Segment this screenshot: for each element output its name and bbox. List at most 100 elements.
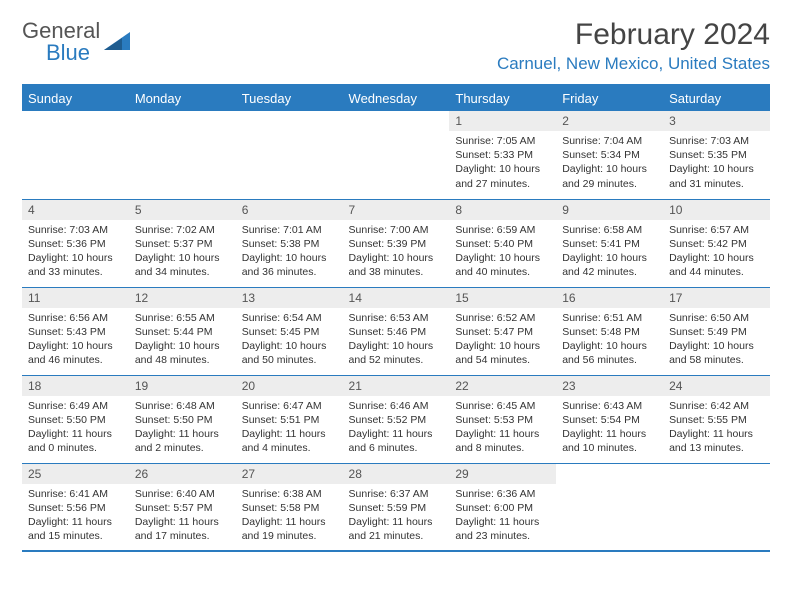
day-details: Sunrise: 6:41 AMSunset: 5:56 PMDaylight:…: [22, 484, 129, 548]
calendar-cell: 27Sunrise: 6:38 AMSunset: 5:58 PMDayligh…: [236, 463, 343, 551]
calendar-cell: 7Sunrise: 7:00 AMSunset: 5:39 PMDaylight…: [343, 199, 450, 287]
day-number: 9: [556, 200, 663, 220]
day-details: Sunrise: 6:48 AMSunset: 5:50 PMDaylight:…: [129, 396, 236, 460]
day-details: Sunrise: 6:57 AMSunset: 5:42 PMDaylight:…: [663, 220, 770, 284]
calendar-cell: [236, 111, 343, 199]
page-title: February 2024: [497, 18, 770, 52]
calendar-cell: 26Sunrise: 6:40 AMSunset: 5:57 PMDayligh…: [129, 463, 236, 551]
day-number: 6: [236, 200, 343, 220]
calendar-table: SundayMondayTuesdayWednesdayThursdayFrid…: [22, 84, 770, 552]
calendar-cell: 17Sunrise: 6:50 AMSunset: 5:49 PMDayligh…: [663, 287, 770, 375]
calendar-cell: 23Sunrise: 6:43 AMSunset: 5:54 PMDayligh…: [556, 375, 663, 463]
weekday-header: Sunday: [22, 85, 129, 111]
day-details: Sunrise: 6:56 AMSunset: 5:43 PMDaylight:…: [22, 308, 129, 372]
calendar-cell: 25Sunrise: 6:41 AMSunset: 5:56 PMDayligh…: [22, 463, 129, 551]
day-details: Sunrise: 7:02 AMSunset: 5:37 PMDaylight:…: [129, 220, 236, 284]
day-number: 20: [236, 376, 343, 396]
day-number: 25: [22, 464, 129, 484]
day-details: Sunrise: 6:43 AMSunset: 5:54 PMDaylight:…: [556, 396, 663, 460]
calendar-cell: 9Sunrise: 6:58 AMSunset: 5:41 PMDaylight…: [556, 199, 663, 287]
calendar-cell: 2Sunrise: 7:04 AMSunset: 5:34 PMDaylight…: [556, 111, 663, 199]
weekday-header: Tuesday: [236, 85, 343, 111]
calendar-cell: 11Sunrise: 6:56 AMSunset: 5:43 PMDayligh…: [22, 287, 129, 375]
header: General Blue February 2024 Carnuel, New …: [22, 18, 770, 74]
day-number: 11: [22, 288, 129, 308]
day-number: 12: [129, 288, 236, 308]
day-number: 4: [22, 200, 129, 220]
calendar-cell: 21Sunrise: 6:46 AMSunset: 5:52 PMDayligh…: [343, 375, 450, 463]
calendar-cell: 10Sunrise: 6:57 AMSunset: 5:42 PMDayligh…: [663, 199, 770, 287]
day-details: Sunrise: 7:04 AMSunset: 5:34 PMDaylight:…: [556, 131, 663, 195]
day-details: Sunrise: 6:36 AMSunset: 6:00 PMDaylight:…: [449, 484, 556, 548]
day-number: 7: [343, 200, 450, 220]
day-details: Sunrise: 6:37 AMSunset: 5:59 PMDaylight:…: [343, 484, 450, 548]
calendar-cell: 3Sunrise: 7:03 AMSunset: 5:35 PMDaylight…: [663, 111, 770, 199]
day-details: Sunrise: 6:49 AMSunset: 5:50 PMDaylight:…: [22, 396, 129, 460]
calendar-cell: [129, 111, 236, 199]
calendar-cell: 15Sunrise: 6:52 AMSunset: 5:47 PMDayligh…: [449, 287, 556, 375]
day-details: Sunrise: 6:55 AMSunset: 5:44 PMDaylight:…: [129, 308, 236, 372]
calendar-cell: 16Sunrise: 6:51 AMSunset: 5:48 PMDayligh…: [556, 287, 663, 375]
day-details: Sunrise: 6:52 AMSunset: 5:47 PMDaylight:…: [449, 308, 556, 372]
calendar-cell: 19Sunrise: 6:48 AMSunset: 5:50 PMDayligh…: [129, 375, 236, 463]
logo: General Blue: [22, 18, 130, 66]
day-number: 2: [556, 111, 663, 131]
day-number: 13: [236, 288, 343, 308]
day-number: 15: [449, 288, 556, 308]
weekday-header: Wednesday: [343, 85, 450, 111]
day-details: Sunrise: 6:53 AMSunset: 5:46 PMDaylight:…: [343, 308, 450, 372]
calendar-cell: 29Sunrise: 6:36 AMSunset: 6:00 PMDayligh…: [449, 463, 556, 551]
day-number: 17: [663, 288, 770, 308]
weekday-header: Friday: [556, 85, 663, 111]
weekday-header: Monday: [129, 85, 236, 111]
day-number: 1: [449, 111, 556, 131]
calendar-cell: 20Sunrise: 6:47 AMSunset: 5:51 PMDayligh…: [236, 375, 343, 463]
day-details: Sunrise: 7:01 AMSunset: 5:38 PMDaylight:…: [236, 220, 343, 284]
calendar-cell: 14Sunrise: 6:53 AMSunset: 5:46 PMDayligh…: [343, 287, 450, 375]
calendar-cell: 22Sunrise: 6:45 AMSunset: 5:53 PMDayligh…: [449, 375, 556, 463]
day-number: 3: [663, 111, 770, 131]
day-details: Sunrise: 6:46 AMSunset: 5:52 PMDaylight:…: [343, 396, 450, 460]
calendar-cell: 28Sunrise: 6:37 AMSunset: 5:59 PMDayligh…: [343, 463, 450, 551]
calendar-cell: 24Sunrise: 6:42 AMSunset: 5:55 PMDayligh…: [663, 375, 770, 463]
day-number: 26: [129, 464, 236, 484]
calendar-cell: 6Sunrise: 7:01 AMSunset: 5:38 PMDaylight…: [236, 199, 343, 287]
day-number: 23: [556, 376, 663, 396]
calendar-cell: [343, 111, 450, 199]
day-details: Sunrise: 6:54 AMSunset: 5:45 PMDaylight:…: [236, 308, 343, 372]
calendar-cell: 1Sunrise: 7:05 AMSunset: 5:33 PMDaylight…: [449, 111, 556, 199]
day-number: 5: [129, 200, 236, 220]
calendar-cell: 12Sunrise: 6:55 AMSunset: 5:44 PMDayligh…: [129, 287, 236, 375]
day-number: 27: [236, 464, 343, 484]
day-details: Sunrise: 7:05 AMSunset: 5:33 PMDaylight:…: [449, 131, 556, 195]
day-details: Sunrise: 6:59 AMSunset: 5:40 PMDaylight:…: [449, 220, 556, 284]
day-details: Sunrise: 7:03 AMSunset: 5:35 PMDaylight:…: [663, 131, 770, 195]
calendar-cell: 13Sunrise: 6:54 AMSunset: 5:45 PMDayligh…: [236, 287, 343, 375]
day-number: 29: [449, 464, 556, 484]
title-block: February 2024 Carnuel, New Mexico, Unite…: [497, 18, 770, 74]
calendar-header-row: SundayMondayTuesdayWednesdayThursdayFrid…: [22, 85, 770, 111]
day-number: 24: [663, 376, 770, 396]
day-number: 18: [22, 376, 129, 396]
day-details: Sunrise: 7:00 AMSunset: 5:39 PMDaylight:…: [343, 220, 450, 284]
calendar-cell: 18Sunrise: 6:49 AMSunset: 5:50 PMDayligh…: [22, 375, 129, 463]
calendar-cell: 5Sunrise: 7:02 AMSunset: 5:37 PMDaylight…: [129, 199, 236, 287]
weekday-header: Thursday: [449, 85, 556, 111]
calendar-cell: 8Sunrise: 6:59 AMSunset: 5:40 PMDaylight…: [449, 199, 556, 287]
day-number: 21: [343, 376, 450, 396]
weekday-header: Saturday: [663, 85, 770, 111]
logo-triangle-icon: [104, 32, 130, 52]
day-number: 19: [129, 376, 236, 396]
day-details: Sunrise: 6:40 AMSunset: 5:57 PMDaylight:…: [129, 484, 236, 548]
day-details: Sunrise: 6:42 AMSunset: 5:55 PMDaylight:…: [663, 396, 770, 460]
day-number: 14: [343, 288, 450, 308]
day-details: Sunrise: 6:50 AMSunset: 5:49 PMDaylight:…: [663, 308, 770, 372]
day-details: Sunrise: 6:45 AMSunset: 5:53 PMDaylight:…: [449, 396, 556, 460]
day-details: Sunrise: 6:58 AMSunset: 5:41 PMDaylight:…: [556, 220, 663, 284]
day-number: 22: [449, 376, 556, 396]
day-number: 16: [556, 288, 663, 308]
day-details: Sunrise: 6:51 AMSunset: 5:48 PMDaylight:…: [556, 308, 663, 372]
calendar-cell: [22, 111, 129, 199]
calendar-cell: [663, 463, 770, 551]
day-number: 8: [449, 200, 556, 220]
